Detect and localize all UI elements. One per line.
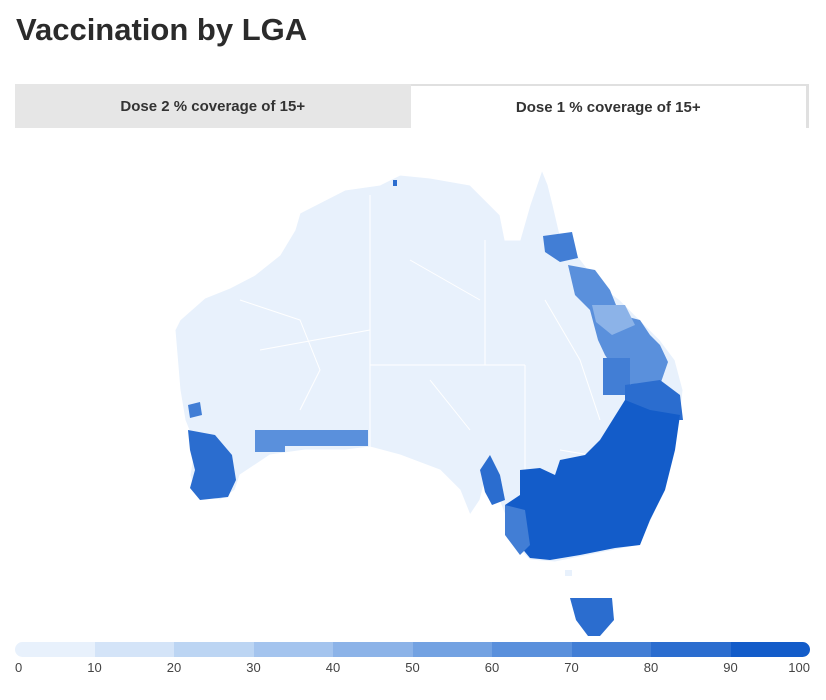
legend-tick-label: 80 <box>643 660 659 675</box>
legend-swatch <box>571 642 651 657</box>
lga-sa-coast[interactable] <box>480 455 505 505</box>
tab-dose-1[interactable]: Dose 1 % coverage of 15+ <box>410 84 809 128</box>
legend-tick-label: 50 <box>405 660 420 675</box>
legend-tick-label: 60 <box>484 660 500 675</box>
lga-tasmania[interactable] <box>570 598 614 636</box>
legend-color-scale <box>15 642 810 657</box>
tab-dose-2[interactable]: Dose 2 % coverage of 15+ <box>15 84 411 128</box>
lga-darwin[interactable] <box>393 180 397 186</box>
legend-swatch <box>174 642 254 657</box>
legend-tick-label: 20 <box>166 660 182 675</box>
legend-swatch <box>730 642 810 657</box>
lga-wa-southwest[interactable] <box>188 430 236 500</box>
legend-tick-label: 90 <box>723 660 738 675</box>
legend-tick-label: 100 <box>788 660 810 675</box>
lga-bass-islands[interactable] <box>565 570 572 576</box>
lga-qld-light-block[interactable] <box>592 305 635 335</box>
lga-nsw-vic[interactable] <box>505 400 680 560</box>
legend-tick-labels: 0 10 20 30 40 50 60 70 80 90 100 <box>15 660 810 680</box>
legend-tick-label: 70 <box>564 660 579 675</box>
legend-tick-label: 10 <box>87 660 102 675</box>
legend-swatch <box>492 642 572 657</box>
tab-bar: Dose 2 % coverage of 15+ Dose 1 % covera… <box>15 84 809 128</box>
legend-swatch <box>333 642 413 657</box>
legend-tick-label: 0 <box>15 660 23 675</box>
legend-swatch <box>651 642 731 657</box>
lga-cape-york[interactable] <box>543 232 578 262</box>
legend-swatch <box>253 642 333 657</box>
legend-swatch <box>15 642 95 657</box>
legend-tick-label: 30 <box>246 660 261 675</box>
legend-tick-label: 40 <box>325 660 341 675</box>
legend-swatch <box>412 642 492 657</box>
lga-qld-inland-block[interactable] <box>603 358 630 395</box>
lga-boundaries <box>239 195 621 470</box>
lga-wa-coast-north[interactable] <box>188 402 202 418</box>
choropleth-map <box>174 168 684 636</box>
lga-vic-west[interactable] <box>505 505 530 555</box>
legend-swatch <box>94 642 174 657</box>
color-legend: 0 10 20 30 40 50 60 70 80 90 100 <box>15 642 810 675</box>
page-title: Vaccination by LGA <box>16 12 308 47</box>
lga-wa-goldfields-band[interactable] <box>255 430 368 452</box>
